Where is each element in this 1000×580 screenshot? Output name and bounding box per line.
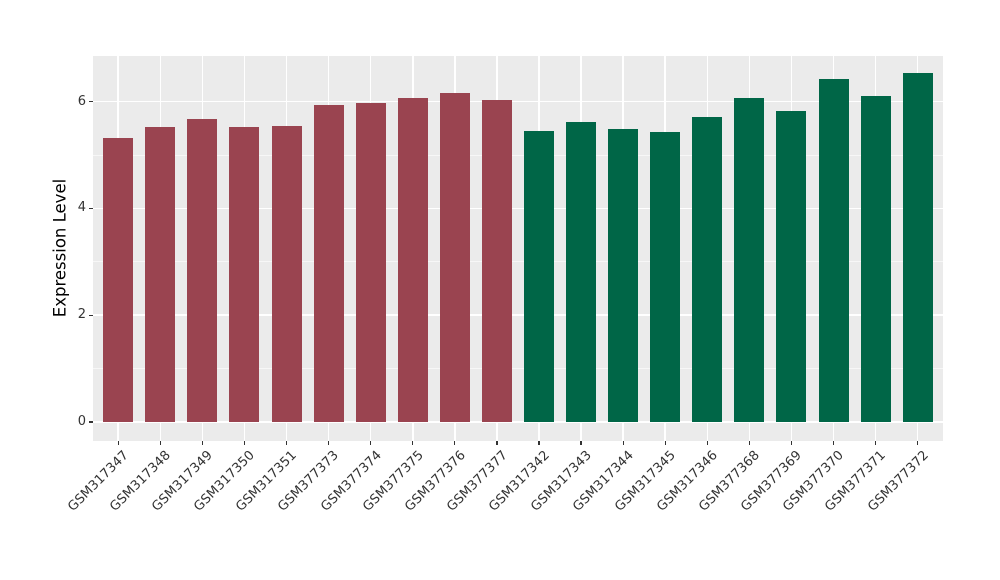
x-tick-mark [285, 441, 288, 445]
bar-GSM377371 [860, 96, 891, 422]
gridline-y-minor [93, 261, 943, 263]
y-tick-label: 0 [77, 414, 86, 429]
bar-GSM377370 [818, 79, 849, 422]
bar-GSM377375 [397, 97, 428, 422]
x-tick-mark [538, 441, 540, 445]
gridline-y-major [93, 314, 943, 316]
x-tick-mark [875, 441, 877, 445]
x-tick-mark [622, 441, 624, 445]
y-tick-mark [89, 207, 93, 209]
bar-GSM317347 [103, 137, 134, 422]
x-tick-mark [580, 441, 582, 445]
plot-panel [93, 56, 943, 441]
x-tick-mark [454, 441, 456, 445]
y-tick-mark [89, 101, 93, 103]
x-tick-mark [917, 441, 919, 445]
y-tick-label: 6 [77, 93, 86, 109]
gridline-y-minor [93, 154, 943, 156]
x-tick-mark [412, 441, 414, 445]
bar-GSM317351 [271, 125, 302, 422]
bar-GSM377369 [776, 110, 807, 422]
bar-GSM377368 [734, 98, 765, 422]
x-tick-mark [201, 441, 203, 445]
bar-GSM317350 [229, 127, 260, 422]
x-tick-mark [832, 441, 835, 445]
bar-GSM377374 [355, 103, 386, 422]
x-tick-mark [328, 441, 330, 445]
y-tick-mark [89, 421, 93, 423]
y-tick-mark [89, 314, 93, 316]
y-tick-label: 2 [77, 307, 86, 323]
gridline-y-major [93, 207, 943, 210]
x-tick-mark [370, 441, 372, 445]
x-tick-mark [790, 441, 793, 445]
bar-GSM317346 [692, 116, 723, 422]
gridline-y-minor [93, 368, 943, 370]
x-tick-mark [748, 441, 750, 445]
bar-GSM377373 [313, 105, 344, 422]
bar-GSM317343 [566, 121, 597, 422]
gridline-y-major [93, 421, 943, 423]
bar-GSM377377 [481, 99, 512, 422]
bar-GSM317349 [187, 119, 218, 422]
x-tick-mark [117, 441, 119, 445]
y-tick-label: 4 [77, 200, 86, 216]
bar-GSM317342 [524, 130, 554, 422]
x-tick-mark [243, 441, 246, 445]
gridline-y-major [93, 100, 943, 103]
x-tick-mark [496, 441, 498, 445]
bar-GSM377376 [439, 93, 470, 422]
bar-GSM317345 [650, 131, 681, 422]
bar-GSM377372 [902, 73, 933, 422]
x-tick-mark [159, 441, 161, 445]
bar-GSM317348 [145, 127, 176, 422]
bar-GSM317344 [608, 128, 639, 422]
x-tick-mark [706, 441, 708, 445]
x-tick-mark [664, 441, 666, 445]
